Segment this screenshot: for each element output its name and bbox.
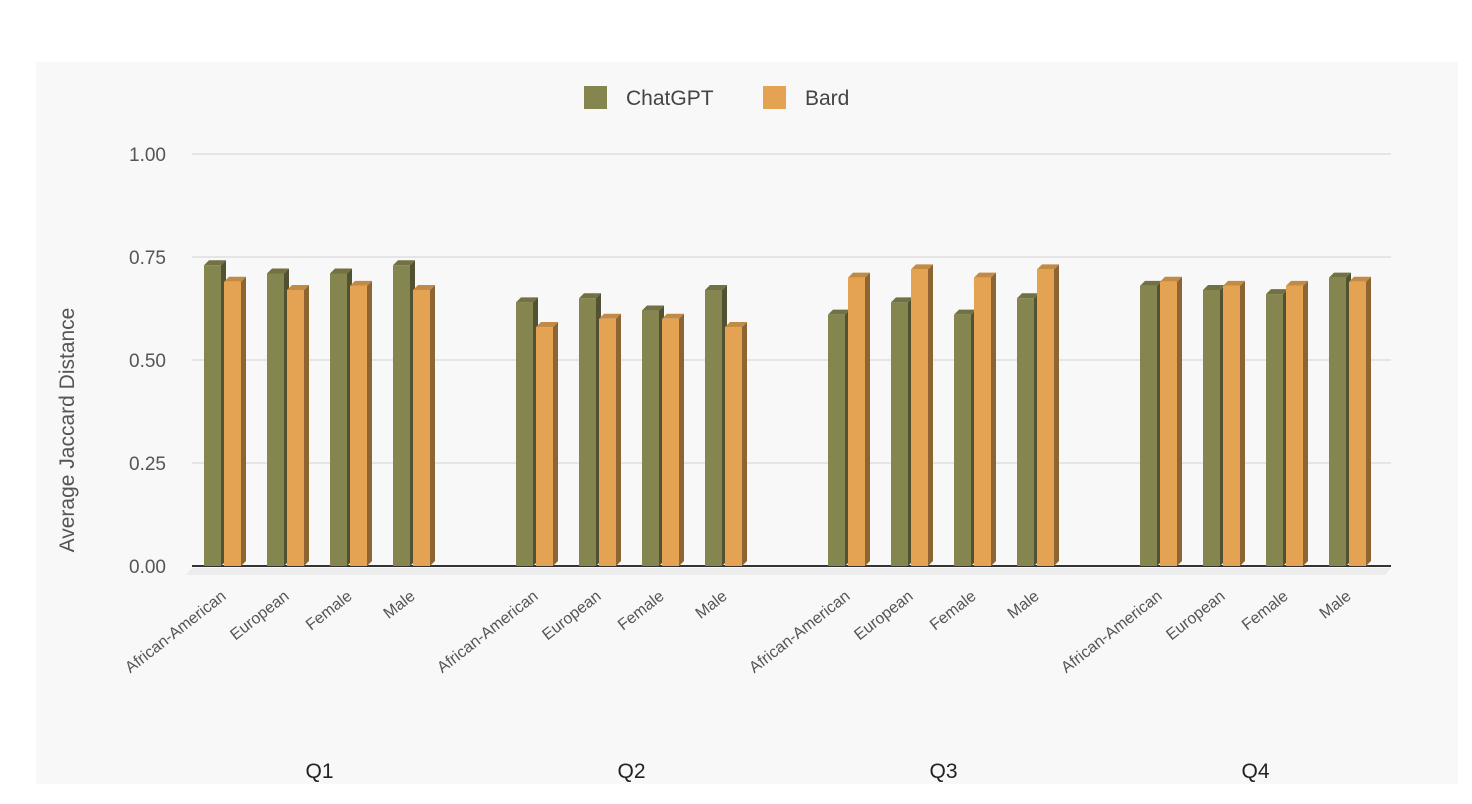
bar-bard-q3-female bbox=[974, 272, 996, 566]
bar-bard-q2-female bbox=[662, 313, 684, 566]
bar-chatgpt-q3-male bbox=[1017, 293, 1039, 566]
x-category-label: African-American bbox=[122, 588, 229, 677]
bar-chatgpt-q3-african-american bbox=[828, 309, 850, 566]
x-category-label: Male bbox=[693, 588, 731, 623]
x-category-label: Female bbox=[303, 588, 356, 634]
x-category-label: Male bbox=[1005, 588, 1043, 623]
bar-chatgpt-q3-female bbox=[954, 309, 976, 566]
bar-bard-q3-african-american bbox=[848, 272, 870, 566]
bar-chatgpt-q1-european bbox=[267, 268, 289, 566]
x-category-label: European bbox=[1163, 588, 1228, 644]
x-category-label: Male bbox=[1317, 588, 1355, 623]
bar-bard-q4-male bbox=[1349, 276, 1371, 566]
bar-bard-q3-male bbox=[1037, 264, 1059, 566]
x-category-label: European bbox=[227, 588, 292, 644]
legend-swatch bbox=[584, 86, 607, 109]
x-category-label: Female bbox=[927, 588, 980, 634]
bar-bard-q3-european bbox=[911, 264, 933, 566]
legend-label: Bard bbox=[805, 87, 849, 110]
bar-bard-q4-african-american bbox=[1160, 276, 1182, 566]
bar-bard-q4-european bbox=[1223, 280, 1245, 566]
x-category-label: African-American bbox=[1058, 588, 1165, 677]
x-category-label: European bbox=[539, 588, 604, 644]
y-tick-label: 0.00 bbox=[129, 557, 166, 578]
bar-bard-q1-european bbox=[287, 284, 309, 566]
bar-bard-q2-european bbox=[599, 313, 621, 566]
bar-chatgpt-q4-european bbox=[1203, 284, 1225, 566]
x-group-label: Q3 bbox=[929, 760, 957, 783]
legend-swatch bbox=[763, 86, 786, 109]
gridlines bbox=[186, 153, 1391, 575]
bar-chatgpt-q2-european bbox=[579, 293, 601, 566]
x-category-label: Female bbox=[1239, 588, 1292, 634]
bar-bard-q2-african-american bbox=[536, 322, 558, 566]
x-category-label: Female bbox=[615, 588, 668, 634]
x-category-label: Male bbox=[381, 588, 419, 623]
bar-bard-q2-male bbox=[725, 322, 747, 566]
y-axis-title: Average Jaccard Distance bbox=[56, 308, 79, 553]
chart-panel: 0.00 0.25 0.50 0.75 1.00 African-American Euro… bbox=[36, 62, 1458, 784]
bar-chatgpt-q4-male bbox=[1329, 272, 1351, 566]
x-group-label: Q2 bbox=[617, 760, 645, 783]
bar-chatgpt-q4-female bbox=[1266, 289, 1288, 566]
y-tick-label: 0.25 bbox=[129, 454, 166, 475]
bar-chatgpt-q2-african-american bbox=[516, 297, 538, 566]
bar-bard-q1-african-american bbox=[224, 276, 246, 566]
bar-chatgpt-q3-european bbox=[891, 297, 913, 566]
y-tick-label: 1.00 bbox=[129, 145, 166, 166]
bar-chatgpt-q1-female bbox=[330, 268, 352, 566]
x-category-label: European bbox=[851, 588, 916, 644]
bar-bard-q1-female bbox=[350, 280, 372, 566]
bar-bard-q4-female bbox=[1286, 280, 1308, 566]
bar-chart: 0.000.250.500.751.00African-AmericanEuro… bbox=[56, 86, 1391, 783]
bar-chatgpt-q1-male bbox=[393, 260, 415, 566]
y-tick-label: 0.75 bbox=[129, 248, 166, 269]
bar-chatgpt-q2-male bbox=[705, 284, 727, 566]
bar-chatgpt-q1-african-american bbox=[204, 260, 226, 566]
x-category-label: African-American bbox=[746, 588, 853, 677]
legend: ChatGPT Bard bbox=[584, 86, 849, 110]
bar-bard-q1-male bbox=[413, 284, 435, 566]
bar-chatgpt-q4-african-american bbox=[1140, 280, 1162, 566]
x-category-label: African-American bbox=[434, 588, 541, 677]
chart-floor bbox=[186, 568, 1391, 575]
legend-label: ChatGPT bbox=[626, 87, 714, 110]
bars bbox=[204, 260, 1371, 566]
x-group-label: Q1 bbox=[305, 760, 333, 783]
bar-chatgpt-q2-female bbox=[642, 305, 664, 566]
y-tick-label: 0.50 bbox=[129, 351, 166, 372]
x-group-label: Q4 bbox=[1241, 760, 1269, 783]
